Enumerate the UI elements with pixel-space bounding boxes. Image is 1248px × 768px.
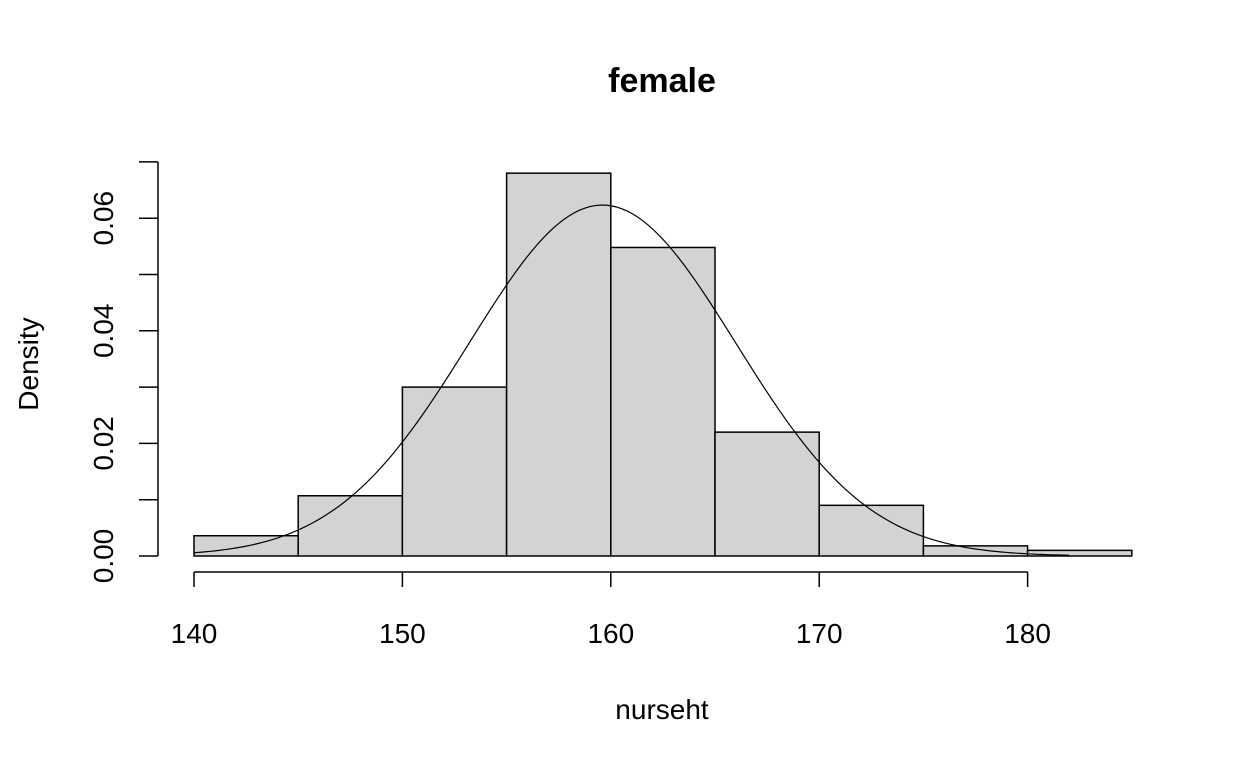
- y-axis-label: Density: [13, 317, 44, 410]
- y-tick-label-0.00: 0.00: [88, 529, 119, 584]
- x-axis-label: nurseht: [615, 694, 709, 725]
- chart-title: female: [608, 62, 716, 100]
- histogram-bar-155-160: [505, 172, 612, 557]
- y-tick-label-0.02: 0.02: [88, 416, 119, 471]
- histogram-bar-150-155: [401, 386, 508, 557]
- histogram-bar-175-180: [922, 545, 1029, 557]
- y-tick-label-0.04: 0.04: [88, 304, 119, 359]
- histogram-bars: [193, 172, 1133, 557]
- x-tick-label-160: 160: [587, 618, 634, 649]
- x-tick-label-180: 180: [1004, 618, 1051, 649]
- x-axis: 140 150 160 170 180: [171, 571, 1051, 649]
- histogram-bar-170-175: [818, 504, 925, 557]
- x-tick-label-140: 140: [171, 618, 218, 649]
- y-axis: 0.00 0.02 0.04 0.06: [88, 161, 159, 584]
- histogram-bar-160-165: [610, 246, 716, 557]
- histogram-bar-165-170: [714, 431, 820, 557]
- y-tick-label-0.06: 0.06: [88, 191, 119, 246]
- histogram-bar-145-150: [297, 495, 404, 557]
- x-tick-label-150: 150: [379, 618, 426, 649]
- histogram-bar-180-185: [1026, 549, 1133, 557]
- density-curve: [193, 204, 1070, 556]
- x-tick-label-170: 170: [796, 618, 843, 649]
